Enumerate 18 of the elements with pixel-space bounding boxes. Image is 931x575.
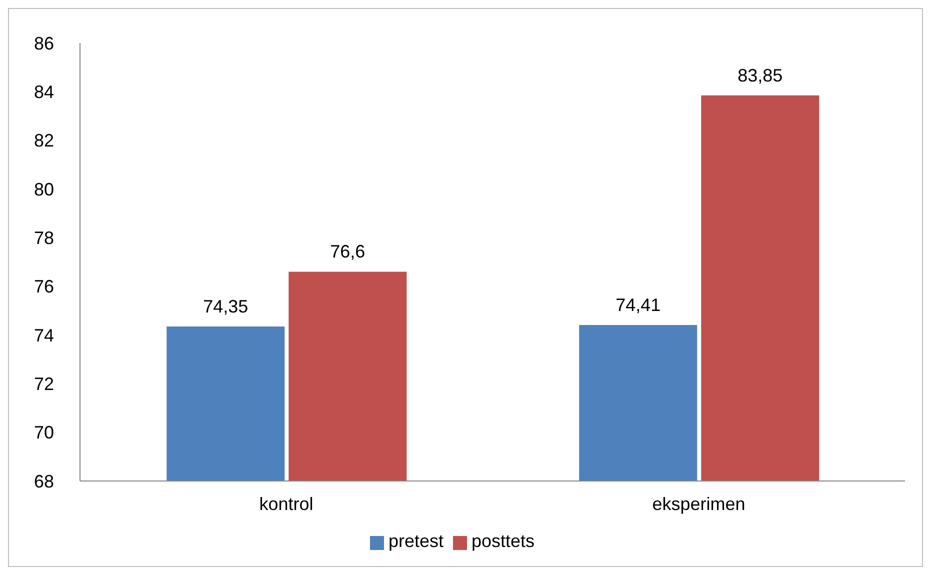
x-tick-label: kontrol (259, 494, 314, 514)
y-tick-label: 72 (34, 374, 54, 394)
y-tick-label: 74 (34, 325, 54, 346)
y-tick-label: 70 (34, 422, 54, 443)
y-tick-label: 84 (34, 82, 54, 102)
y-tick-label: 86 (34, 33, 54, 54)
y-tick-label: 76 (34, 276, 54, 297)
y-tick-label: 82 (34, 130, 54, 151)
data-label: 74,35 (203, 296, 248, 316)
y-tick-label: 68 (34, 471, 54, 492)
y-tick-label: 78 (34, 228, 54, 248)
legend-label: pretest (388, 531, 444, 551)
data-label: 83,85 (738, 65, 783, 86)
data-label: 76,6 (330, 242, 366, 262)
data-label: 74,41 (616, 295, 661, 316)
x-tick-label: eksperimen (652, 494, 746, 514)
legend-label: posttets (471, 531, 535, 551)
y-tick-label: 80 (34, 179, 54, 200)
